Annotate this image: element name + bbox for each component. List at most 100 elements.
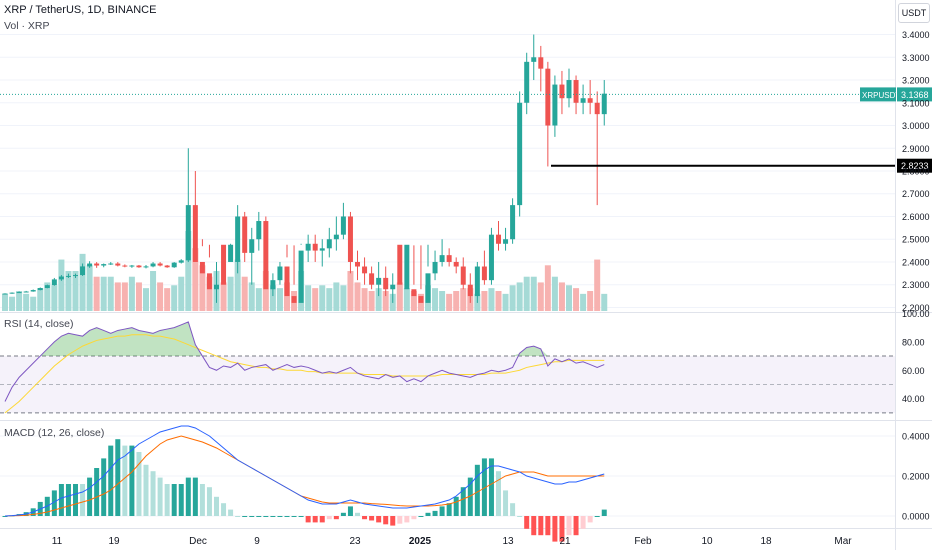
- macd-histogram-bar: [73, 484, 78, 516]
- time-label: 18: [760, 536, 772, 547]
- volume-bar: [199, 265, 206, 311]
- rsi-tick-label: 60.00: [902, 366, 925, 376]
- macd-histogram-bar: [206, 487, 212, 516]
- macd-histogram-bar: [467, 477, 473, 516]
- candle-body: [347, 216, 353, 262]
- candle-body: [291, 296, 297, 303]
- volume-bar: [114, 282, 121, 311]
- macd-histogram-bar: [291, 516, 297, 517]
- candle-body: [44, 285, 50, 289]
- volume-bar: [121, 282, 128, 311]
- macd-histogram-bar: [51, 490, 57, 516]
- volume-bar: [333, 282, 340, 311]
- volume-bar: [481, 291, 488, 311]
- price-tick-label: 2.6000: [902, 212, 930, 222]
- volume-bar: [262, 271, 269, 311]
- candle-body: [9, 292, 15, 294]
- candle-body: [355, 261, 360, 267]
- candle-body: [418, 296, 424, 303]
- price-tick-label: 3.4000: [902, 30, 930, 40]
- volume-bar: [410, 291, 417, 311]
- macd-histogram-bar: [129, 445, 135, 516]
- macd-histogram-bar: [446, 503, 452, 516]
- candle-body: [171, 262, 177, 268]
- macd-histogram-bar: [552, 516, 558, 542]
- macd-histogram-bar: [517, 516, 523, 517]
- rsi-indicator: [0, 321, 895, 414]
- candle-body: [531, 57, 537, 62]
- volume-bar: [206, 276, 213, 311]
- volume-bar: [192, 248, 199, 311]
- volume-bar: [150, 271, 157, 311]
- price-axis: 3.4000 3.3000 3.2000 3.1000 3.0000 2.9000 2.80…: [902, 30, 930, 521]
- candle-body: [340, 216, 346, 235]
- macd-histogram-bar: [143, 464, 149, 516]
- candle-body: [573, 80, 579, 103]
- macd-histogram-bar: [171, 484, 177, 516]
- macd-histogram-bar: [397, 516, 403, 524]
- macd-histogram-bar: [305, 516, 311, 523]
- candle-body: [263, 221, 269, 290]
- volume-bar: [178, 276, 185, 311]
- macd-histogram-bar: [545, 516, 551, 536]
- time-label: Dec: [189, 536, 207, 547]
- volume-bar: [587, 291, 594, 311]
- macd-histogram-bar: [333, 516, 339, 520]
- macd-indicator: [2, 425, 607, 542]
- macd-histogram-bar: [362, 516, 368, 520]
- volume-bar: [530, 276, 537, 311]
- candle-body: [16, 292, 22, 294]
- macd-histogram-bar: [94, 468, 100, 516]
- candle-body: [510, 205, 516, 240]
- candle-body: [425, 273, 431, 303]
- macd-legend: MACD (12, 26, close): [4, 427, 105, 439]
- volume-bar: [23, 293, 30, 311]
- volume-bar: [51, 285, 58, 311]
- candle-body: [101, 264, 107, 266]
- macd-histogram-bar: [340, 512, 346, 516]
- volume-bar: [453, 291, 460, 311]
- volume-bar: [37, 288, 44, 311]
- volume-bar: [30, 296, 37, 311]
- macd-histogram-bar: [263, 516, 269, 517]
- volume-bar: [594, 259, 601, 311]
- line-price-label: 2.8233: [901, 161, 929, 171]
- candle-body: [319, 248, 325, 251]
- macd-histogram-bar: [157, 477, 163, 516]
- volume-bar: [495, 291, 502, 311]
- currency-button[interactable]: USDT: [898, 3, 930, 23]
- volume-bar: [558, 282, 565, 311]
- volume-bar: [305, 285, 312, 311]
- macd-histogram-bar: [115, 439, 121, 516]
- candle-body: [30, 290, 36, 292]
- volume-bar: [347, 271, 354, 311]
- volume-bar: [460, 288, 467, 311]
- macd-histogram-bar: [326, 516, 332, 520]
- volume-bar: [284, 282, 290, 311]
- candle-body: [185, 205, 191, 261]
- time-label: 2025: [409, 536, 432, 547]
- candle-body: [58, 276, 64, 280]
- volume-bar: [446, 293, 453, 311]
- volume-bar: [354, 282, 361, 311]
- candle-body: [439, 255, 445, 262]
- macd-histogram-bar: [312, 516, 318, 523]
- candle-body: [594, 102, 600, 115]
- volume-bar: [100, 276, 107, 311]
- time-label: 19: [108, 536, 120, 547]
- volume-bar: [368, 291, 375, 311]
- macd-histogram-bar: [566, 516, 572, 536]
- rsi-line: [4, 321, 605, 402]
- volume-bar: [157, 282, 164, 311]
- price-tick-label: 2.8000: [902, 167, 930, 177]
- macd-histogram-bar: [488, 458, 494, 516]
- line-price-tag-bg: [897, 158, 932, 173]
- volume-bar: [375, 288, 382, 311]
- volume-bars: [2, 231, 608, 311]
- rsi-tick-label: 40.00: [902, 394, 925, 404]
- candle-body: [129, 265, 135, 267]
- volume-bar: [312, 288, 319, 311]
- macd-histogram-bar: [425, 512, 431, 516]
- candle-body: [545, 68, 551, 126]
